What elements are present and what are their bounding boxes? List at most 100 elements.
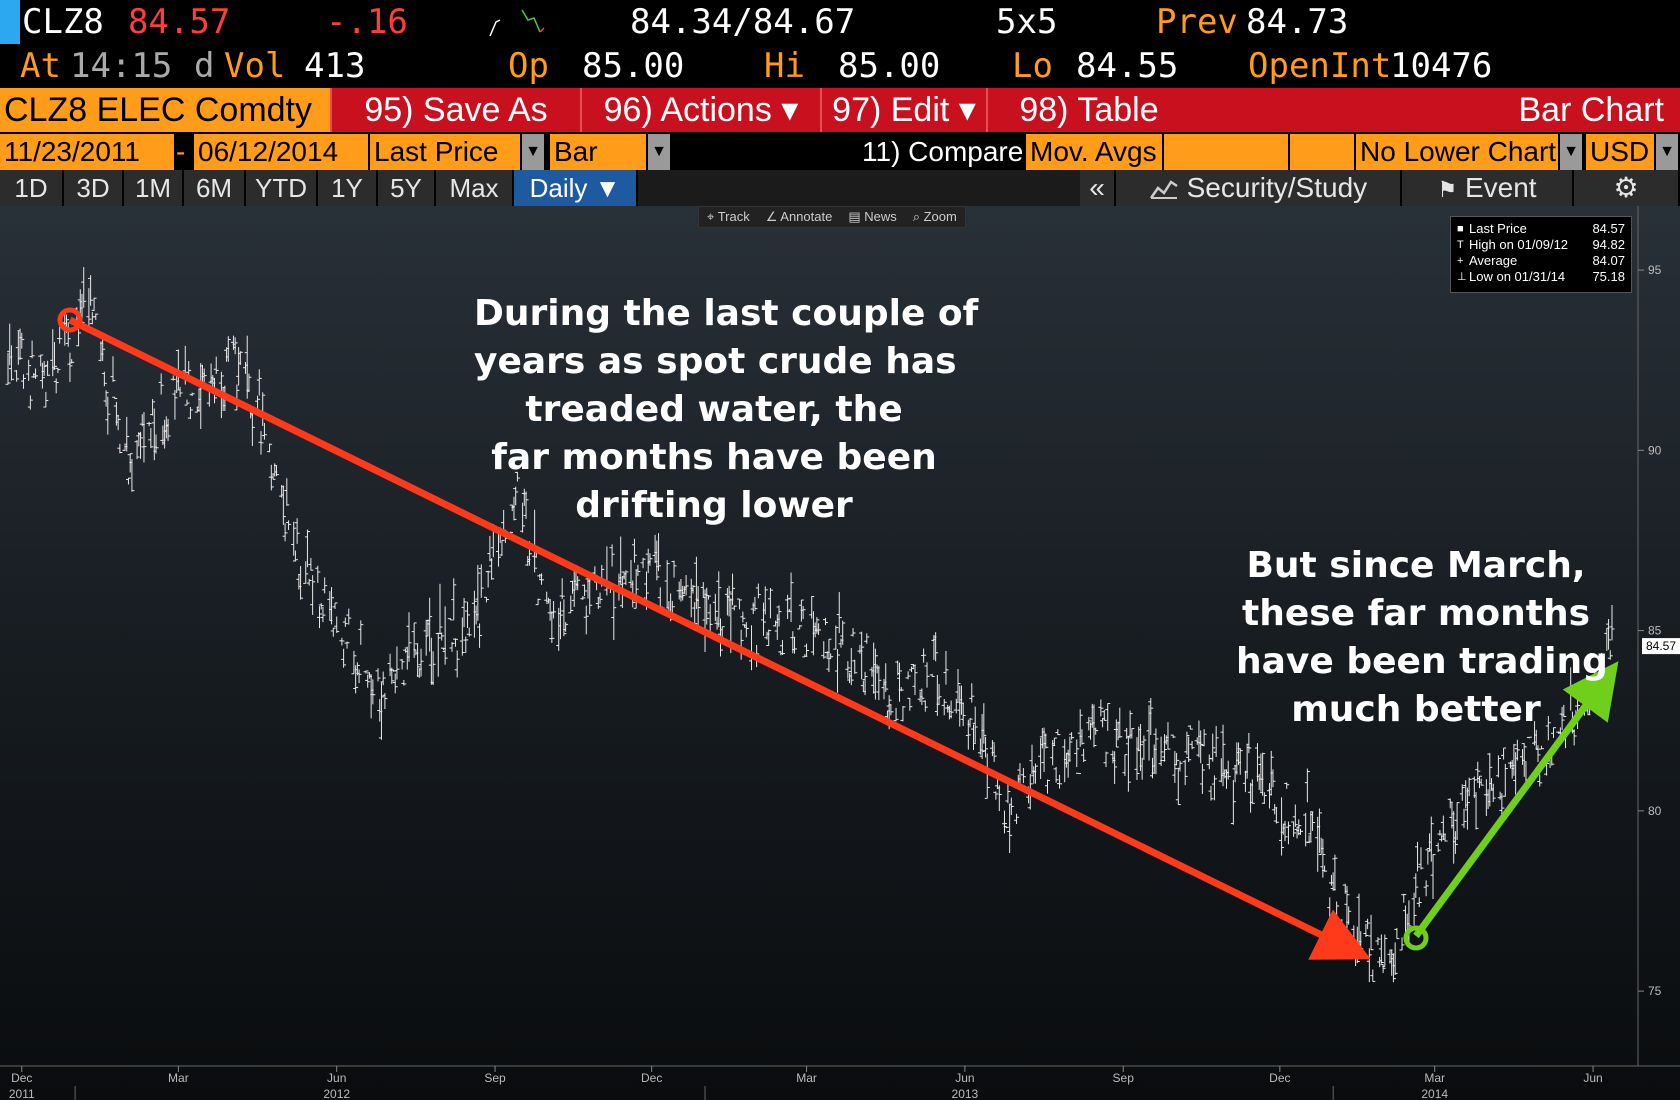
y-tick-label: 75 bbox=[1648, 984, 1662, 998]
price-bar bbox=[1137, 724, 1143, 771]
chart-area[interactable]: 95 90 85 80 75 Dec Mar Jun Sep Dec Mar Jun Sep Dec Ma… bbox=[0, 206, 1680, 1100]
price-bar bbox=[561, 599, 567, 637]
price-bar bbox=[1292, 804, 1298, 827]
command-cursor[interactable] bbox=[0, 0, 20, 44]
price-bar bbox=[1162, 734, 1168, 762]
at-label: At bbox=[20, 46, 61, 86]
chevron-down-icon[interactable]: ▼ bbox=[648, 134, 670, 170]
edit-menu[interactable]: 97) Edit ▾ bbox=[820, 88, 986, 132]
price-bar bbox=[762, 586, 768, 615]
price-bar bbox=[862, 671, 868, 696]
chevron-down-icon[interactable]: ▼ bbox=[1560, 134, 1582, 170]
price-bar bbox=[896, 662, 902, 702]
range-max[interactable]: Max bbox=[436, 170, 514, 206]
price-bar bbox=[76, 328, 82, 347]
price-bar bbox=[761, 602, 767, 636]
price-bar bbox=[595, 596, 601, 609]
actions-menu[interactable]: 96) Actions ▾ bbox=[580, 88, 820, 132]
event-button[interactable]: ⚑ Event bbox=[1402, 170, 1574, 206]
price-bar bbox=[186, 361, 192, 376]
chart-style-select[interactable]: Bar bbox=[550, 134, 646, 170]
news-tool[interactable]: ▤ News bbox=[848, 209, 897, 224]
quote-line-2: At 14:15 d Vol 413 Op 85.00 Hi 85.00 Lo … bbox=[0, 44, 1680, 88]
price-bar bbox=[970, 724, 976, 750]
price-bar bbox=[1074, 739, 1080, 768]
price-bar bbox=[826, 638, 832, 673]
chevron-down-icon[interactable]: ▼ bbox=[522, 134, 544, 170]
price-bar bbox=[260, 392, 266, 426]
currency-select[interactable]: USD bbox=[1586, 134, 1654, 170]
price-bar bbox=[41, 361, 47, 376]
price-bar bbox=[575, 576, 581, 591]
table-button[interactable]: 98) Table bbox=[986, 88, 1190, 132]
range-ytd[interactable]: YTD bbox=[246, 170, 318, 206]
period-select[interactable]: Daily ▼ bbox=[514, 170, 638, 206]
price-bar bbox=[93, 313, 99, 320]
price-bar bbox=[406, 612, 412, 662]
x-year-label: 2011 bbox=[9, 1087, 35, 1100]
price-bar bbox=[1020, 767, 1026, 784]
annotate-tool[interactable]: ∠ Annotate bbox=[765, 209, 833, 224]
price-bar bbox=[898, 687, 904, 692]
price-bar bbox=[1320, 838, 1326, 878]
price-bar bbox=[1416, 897, 1422, 908]
price-bar bbox=[1134, 737, 1140, 780]
compare-button[interactable]: 11) Compare bbox=[862, 136, 1024, 167]
x-tick-label: Sep bbox=[1113, 1071, 1135, 1085]
range-1m[interactable]: 1M bbox=[124, 170, 184, 206]
price-bar bbox=[1501, 747, 1507, 760]
price-bar bbox=[69, 359, 75, 364]
security-study-button[interactable]: Security/Study bbox=[1116, 170, 1402, 206]
price-bar bbox=[1334, 901, 1340, 931]
zoom-tool[interactable]: ⌕ Zoom bbox=[912, 209, 957, 224]
price-bar bbox=[1249, 779, 1255, 804]
price-bar bbox=[499, 539, 505, 556]
lower-chart-select[interactable]: No Lower Chart bbox=[1356, 134, 1558, 170]
price-bar bbox=[1187, 725, 1193, 730]
price-bar bbox=[442, 606, 448, 665]
range-1d[interactable]: 1D bbox=[0, 170, 64, 206]
price-bar bbox=[1001, 810, 1007, 834]
chevron-down-icon[interactable]: ▼ bbox=[1656, 134, 1678, 170]
price-bar bbox=[852, 659, 858, 674]
price-bar bbox=[1057, 774, 1063, 789]
uptrend-arrow bbox=[1413, 661, 1619, 939]
price-bar bbox=[1550, 727, 1556, 738]
price-bar bbox=[631, 538, 637, 563]
price-bar bbox=[112, 396, 118, 400]
range-6m[interactable]: 6M bbox=[184, 170, 246, 206]
price-bar bbox=[201, 368, 207, 383]
track-tool[interactable]: ⌖ Track bbox=[707, 209, 750, 224]
price-bar bbox=[1246, 732, 1252, 754]
price-bar bbox=[427, 597, 433, 652]
study-field-blank-2[interactable] bbox=[1290, 134, 1354, 170]
price-bar bbox=[292, 550, 298, 562]
collapse-icon[interactable]: « bbox=[1080, 170, 1116, 206]
range-3d[interactable]: 3D bbox=[64, 170, 124, 206]
price-bar bbox=[81, 267, 87, 308]
price-bar bbox=[922, 700, 928, 712]
price-bar bbox=[27, 395, 33, 410]
price-field-select[interactable]: Last Price bbox=[370, 134, 520, 170]
open-price: 85.00 bbox=[582, 46, 685, 86]
range-1y[interactable]: 1Y bbox=[318, 170, 378, 206]
price-bar bbox=[101, 371, 107, 387]
price-bar bbox=[477, 623, 483, 648]
price-bar bbox=[389, 667, 395, 685]
price-bar bbox=[1415, 841, 1421, 872]
start-date-field[interactable]: 11/23/2011 bbox=[0, 134, 174, 170]
price-bar-chart[interactable]: 95 90 85 80 75 Dec Mar Jun Sep Dec Mar Jun Sep Dec Ma… bbox=[0, 206, 1680, 1100]
gear-icon[interactable]: ⚙ bbox=[1574, 170, 1680, 206]
security-field[interactable]: CLZ8 ELEC Comdty bbox=[0, 88, 330, 132]
price-bar bbox=[912, 664, 918, 696]
study-field-blank[interactable] bbox=[1164, 134, 1288, 170]
price-bar bbox=[1368, 914, 1374, 951]
moving-averages-field[interactable]: Mov. Avgs bbox=[1026, 134, 1162, 170]
price-bar bbox=[53, 378, 59, 394]
price-bar bbox=[1182, 759, 1188, 786]
range-5y[interactable]: 5Y bbox=[378, 170, 436, 206]
price-bar bbox=[1327, 897, 1333, 919]
save-as-button[interactable]: 95) Save As bbox=[330, 88, 580, 132]
price-bar bbox=[234, 384, 240, 411]
end-date-field[interactable]: 06/12/2014 bbox=[194, 134, 368, 170]
